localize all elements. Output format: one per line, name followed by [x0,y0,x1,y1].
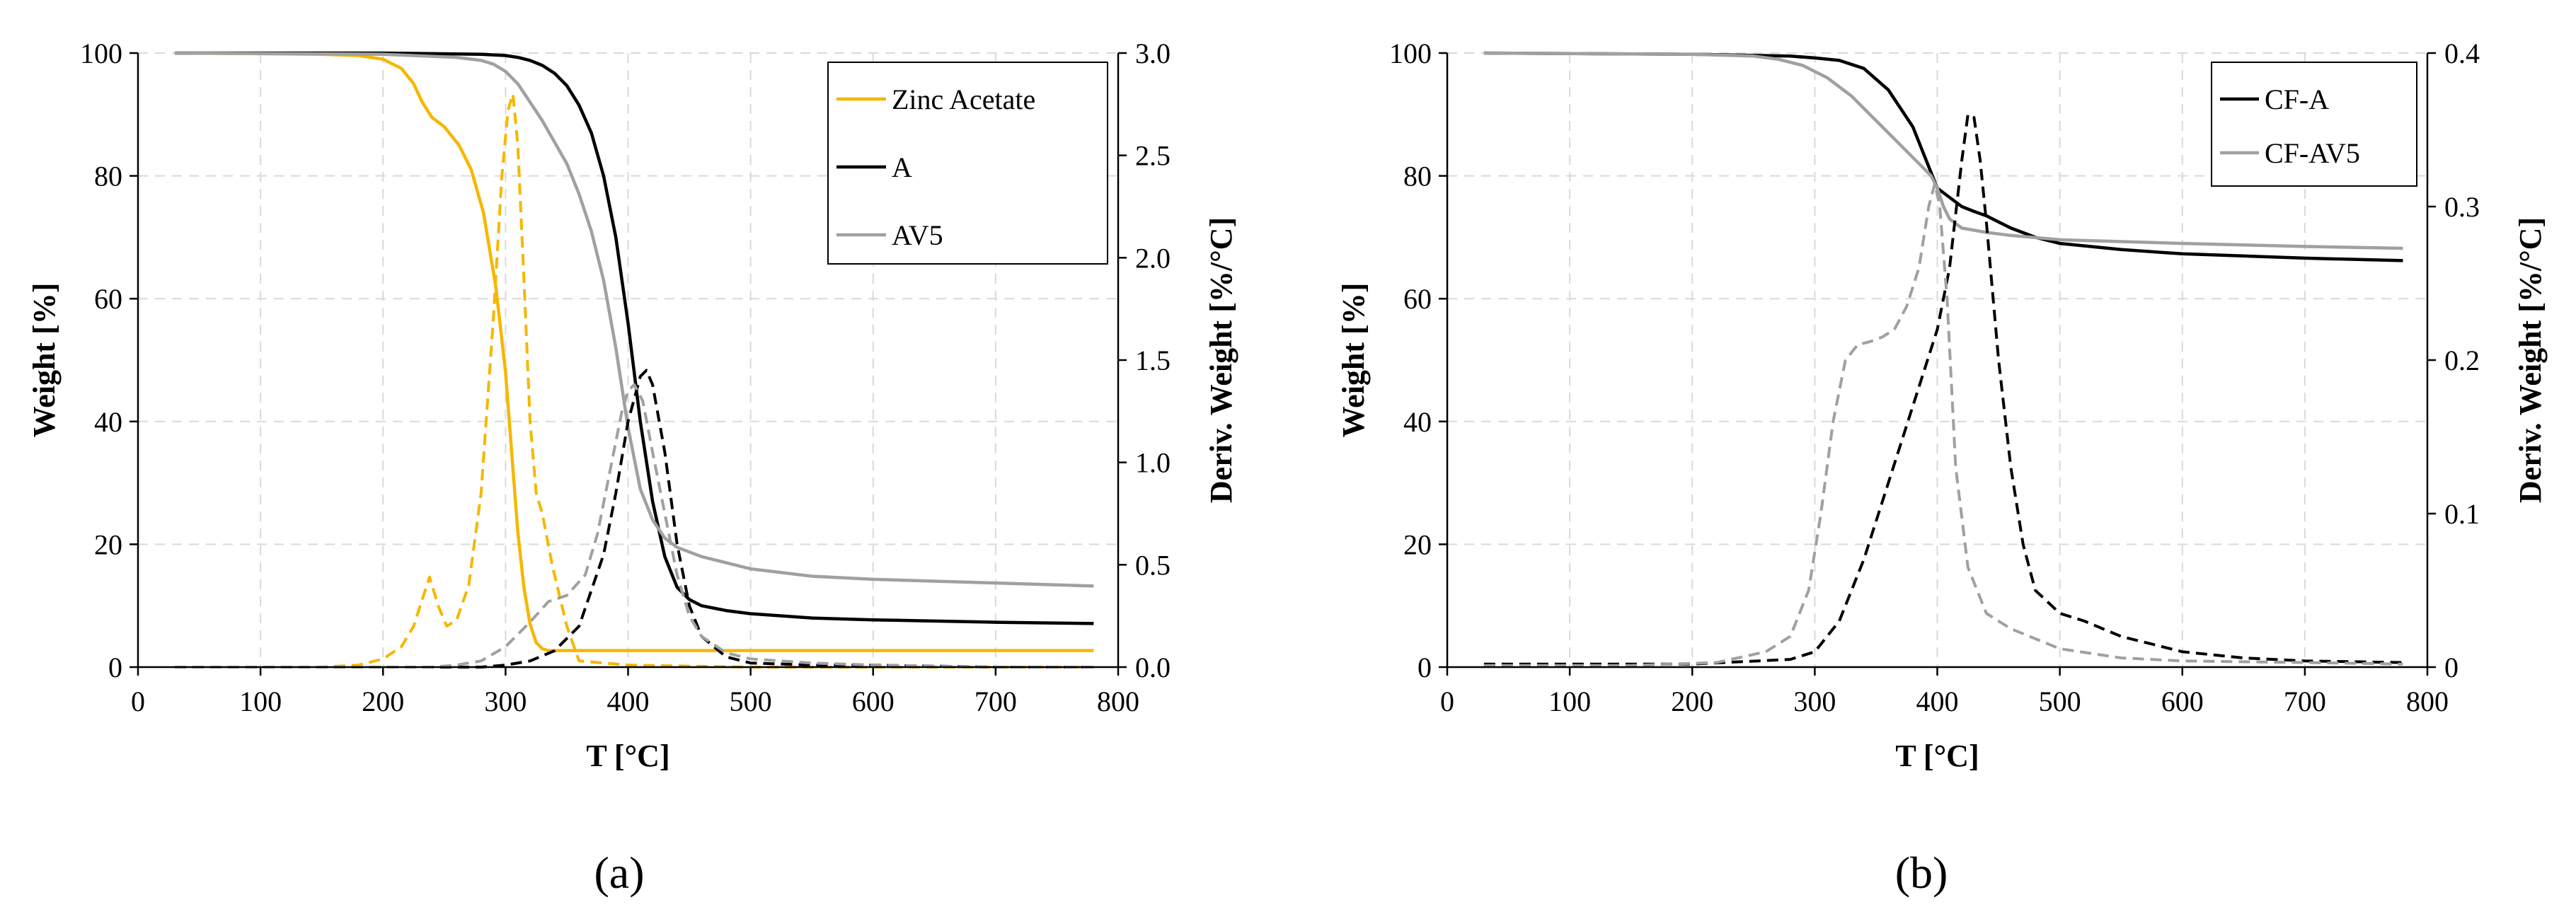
caption-a: (a) [594,848,644,898]
y2-tick-label: 0.4 [2444,37,2480,69]
x-tick-label: 600 [852,686,895,717]
x-tick-label: 700 [974,686,1017,717]
x-tick-label: 700 [2284,686,2326,717]
y-tick-label: 80 [94,161,122,192]
chart-panel-b: 0 100 200 300 400 500 600 700 80002040608010000.… [1336,37,2548,773]
y2-tick-label: 0.0 [1135,652,1171,683]
series-line-0-0 [174,51,1094,652]
y-tick-label: 60 [1403,283,1432,315]
x-tick-label: 800 [1097,686,1139,717]
x-tick-label: 200 [362,686,404,717]
y2-tick-label: 2.5 [1135,140,1171,172]
legend-label: CF-AV5 [2265,137,2360,169]
series-line-0-3 [174,92,1094,669]
y-tick-label: 20 [94,528,122,560]
x-tick-label: 800 [2406,686,2449,717]
x-tick-label: 500 [730,686,772,717]
legend-box [827,62,1108,265]
series-line-1-3 [1483,182,2403,667]
x-tick-label: 200 [1671,686,1713,717]
x-tick-label: 0 [131,686,145,717]
series-line-0-5 [174,383,1094,669]
x-tick-label: 100 [239,686,282,717]
x-axis-title: T [°C] [586,739,669,773]
x-tick-label: 600 [2161,686,2204,717]
y2-tick-label: 0 [2444,652,2459,683]
series-line-0-1 [174,51,1094,625]
x-axis-title: T [°C] [1895,739,1979,773]
legend-label: CF-A [2265,83,2329,115]
series-line-1-0 [1483,51,2403,262]
series-line-1-1 [1483,51,2403,250]
y-tick-label: 100 [80,37,122,69]
y2-tick-label: 0.2 [2444,345,2480,376]
y-tick-label: 80 [1403,161,1432,192]
chart-panel-a: 0 100 200 300 400 500 600 700 800 0 20 40 60 80 100 0.0… [27,37,1238,773]
y-tick-label: 40 [1403,406,1432,438]
y2-tick-label: 0.1 [2444,498,2480,530]
legend-label: A [892,151,912,183]
y-tick-label: 60 [94,283,122,315]
x-tick-label: 300 [484,686,527,717]
y2-tick-label: 1.0 [1135,447,1171,479]
x-tick-label: 100 [1548,686,1591,717]
y-tick-label: 0 [108,652,122,683]
y2-tick-label: 0.3 [2444,191,2480,223]
x-tick-label: 500 [2039,686,2081,717]
legend-label: Zinc Acetate [892,83,1035,115]
y-axis-title: Weight [%] [27,283,62,438]
x-tick-label: 0 [1440,686,1454,717]
y-tick-label: 0 [1418,652,1432,683]
y-tick-label: 100 [1389,37,1432,69]
y2-tick-label: 3.0 [1135,37,1171,69]
y-tick-label: 40 [94,406,122,438]
x-tick-label: 400 [607,686,650,717]
y2-tick-label: 0.5 [1135,549,1171,581]
x-tick-label: 300 [1793,686,1836,717]
y2-axis-title: Deriv. Weight [%/°C] [2513,217,2548,503]
legend-label: AV5 [892,219,943,251]
y2-tick-label: 1.5 [1135,345,1171,376]
y-axis-title: Weight [%] [1336,283,1371,438]
y-tick-label: 20 [1403,528,1432,560]
series-line-1-2 [1483,112,2403,666]
series-line-0-4 [174,369,1094,669]
y2-axis-title: Deriv. Weight [%/°C] [1204,217,1238,503]
legend-box [2211,62,2417,187]
series-line-0-2 [174,51,1094,588]
caption-b: (b) [1895,848,1948,898]
x-tick-label: 400 [1916,686,1959,717]
y2-tick-label: 2.0 [1135,242,1171,274]
